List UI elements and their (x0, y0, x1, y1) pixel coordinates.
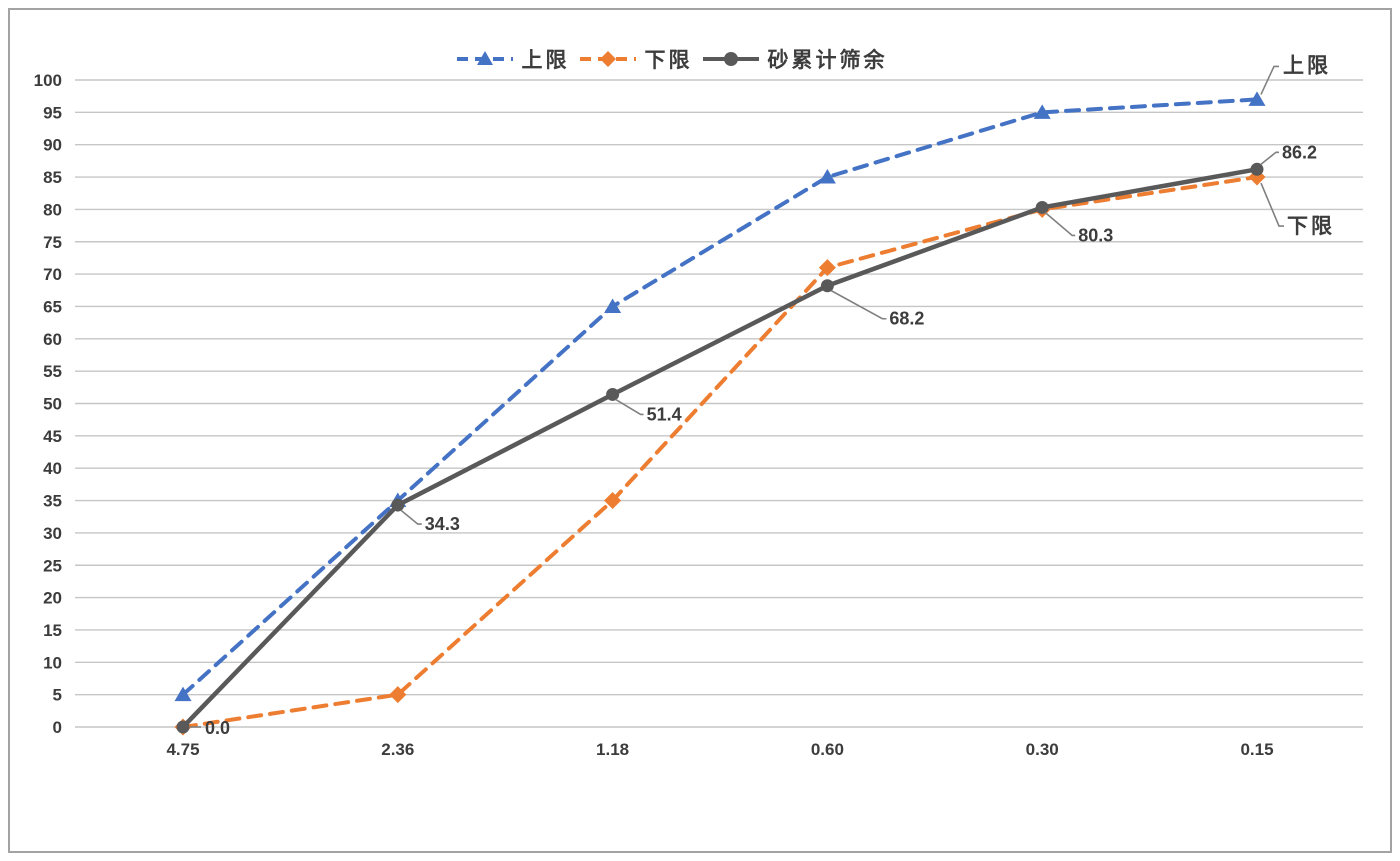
legend-item-下限: 下限 (579, 44, 693, 74)
legend-item-上限: 上限 (456, 44, 570, 74)
circle-marker (1250, 162, 1264, 176)
legend-label: 下限 (644, 49, 693, 72)
triangle-marker (1033, 104, 1051, 119)
x-axis-tick-label: 1.18 (596, 740, 629, 759)
y-axis-tick-label: 35 (43, 492, 62, 511)
y-axis-tick-label: 20 (43, 589, 62, 608)
y-axis-tick-label: 5 (53, 686, 62, 705)
legend-item-砂累计筛余: 砂累计筛余 (702, 44, 888, 74)
x-axis-tick-label: 0.60 (811, 740, 844, 759)
y-axis-tick-label: 95 (43, 103, 62, 122)
x-axis-tick-label: 4.75 (166, 740, 199, 759)
diamond-marker (389, 686, 407, 704)
data-label: 86.2 (1282, 142, 1317, 162)
circle-marker (176, 720, 190, 734)
annotation-label: 下限 (1287, 215, 1335, 238)
y-axis-tick-label: 0 (53, 718, 62, 737)
y-axis-tick-label: 80 (43, 200, 62, 219)
diamond-marker (818, 259, 836, 277)
chart-legend: 上限 下限 砂累计筛余 (0, 44, 1372, 74)
y-axis-tick-label: 10 (43, 653, 62, 672)
triangle-marker (174, 686, 192, 702)
x-axis-tick-label: 2.36 (381, 740, 414, 759)
series-line-下限 (181, 175, 1259, 729)
x-axis-tick-label: 0.30 (1026, 740, 1059, 759)
triangle-marker (1248, 91, 1266, 106)
series-line-砂累计筛余 (180, 167, 1260, 730)
circle-marker (820, 279, 834, 293)
data-label-leader (1260, 151, 1279, 165)
y-axis-tick-label: 30 (43, 524, 62, 543)
circle-legend-marker-icon (702, 52, 759, 66)
y-axis-tick-label: 85 (43, 168, 62, 187)
data-label: 0.0 (205, 718, 230, 738)
y-axis-tick-label: 40 (43, 459, 62, 478)
y-axis-tick-label: 25 (43, 556, 62, 575)
legend-label: 上限 (521, 49, 570, 72)
legend-label: 砂累计筛余 (767, 49, 888, 72)
y-axis-tick-label: 90 (43, 136, 62, 155)
y-axis-tick-label: 45 (43, 427, 62, 446)
data-label-leader (1044, 211, 1076, 237)
annotation-leader (1260, 182, 1284, 227)
y-axis-tick-label: 65 (43, 297, 62, 316)
circle-marker (606, 387, 620, 401)
triangle-marker (818, 169, 836, 184)
annotation-label: 上限 (1283, 54, 1331, 77)
data-label: 34.3 (425, 514, 460, 534)
data-label: 80.3 (1078, 225, 1113, 245)
y-axis-tick-label: 50 (43, 395, 62, 414)
y-axis-tick-label: 55 (43, 362, 62, 381)
circle-marker (1035, 200, 1049, 214)
annotation-leader (1260, 65, 1279, 95)
diamond-marker (604, 492, 622, 510)
triangle-legend-marker-icon (456, 51, 513, 65)
y-axis-tick-label: 75 (43, 233, 62, 252)
y-axis-tick-label: 70 (43, 265, 62, 284)
y-axis-tick-label: 15 (43, 621, 62, 640)
series-line-上限 (181, 97, 1259, 697)
data-label-leader (400, 509, 422, 525)
y-axis-tick-label: 60 (43, 330, 62, 349)
data-label-leader (615, 398, 644, 416)
triangle-marker (604, 298, 622, 313)
data-label: 51.4 (647, 404, 682, 424)
data-label: 68.2 (889, 309, 924, 329)
chart-outer-frame (8, 8, 1392, 853)
y-axis-tick-label: 100 (34, 71, 62, 90)
circle-marker (391, 498, 405, 512)
data-label-leader (831, 290, 887, 320)
diamond-legend-marker-icon (579, 51, 636, 67)
x-axis-tick-label: 0.15 (1240, 740, 1273, 759)
